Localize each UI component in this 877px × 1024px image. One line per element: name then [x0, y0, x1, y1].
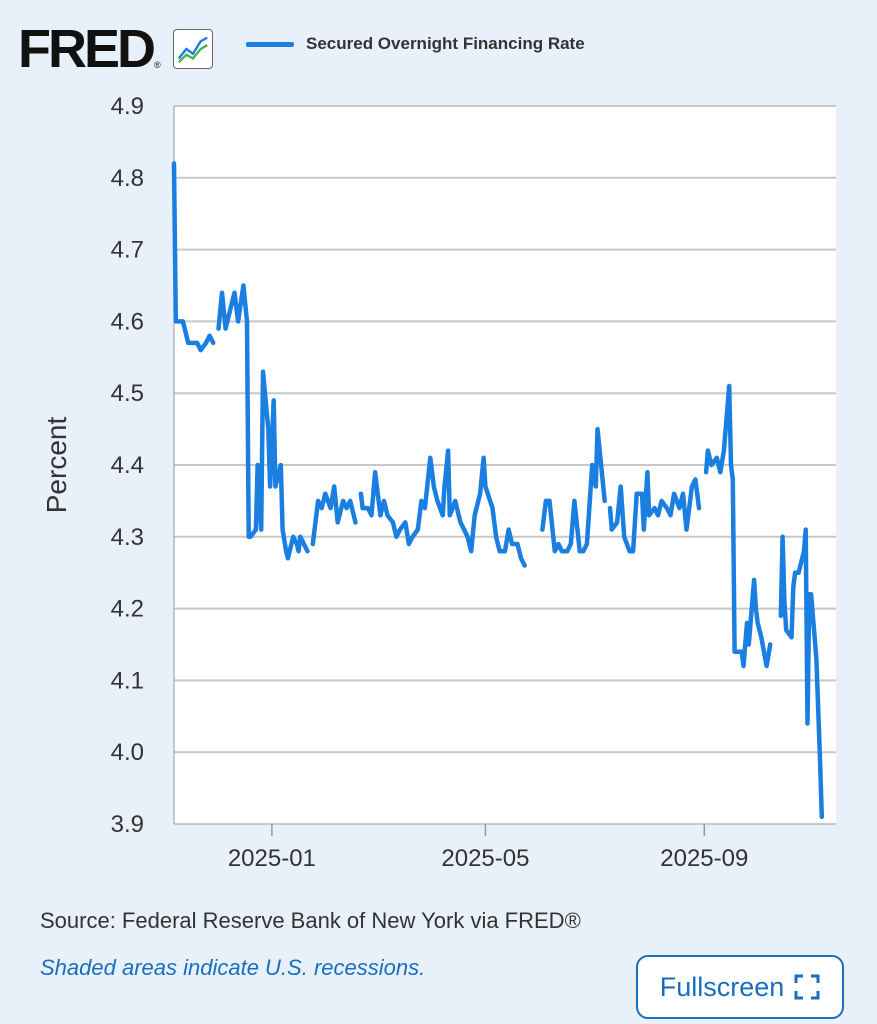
legend-swatch — [246, 41, 294, 47]
series-line-segment-0[interactable] — [171, 161, 216, 353]
y-tick-label: 4.2 — [111, 596, 144, 623]
fred-header: FRED ® — [18, 19, 213, 79]
y-axis: 4.9 4.8 4.7 4.6 4.5 4.4 4.3 4.2 4.1 4.0 3.9 — [111, 93, 144, 838]
recession-note: Shaded areas indicate U.S. recessions. — [40, 955, 426, 980]
y-axis-title: Percent — [41, 417, 72, 514]
series-line-segment-3[interactable] — [358, 448, 527, 568]
y-tick-label: 3.9 — [111, 811, 144, 838]
x-tick-label: 2025-09 — [660, 845, 748, 872]
series-line-segment-1[interactable] — [216, 283, 310, 561]
y-tick-label: 4.1 — [111, 667, 144, 694]
line-graph-icon[interactable] — [172, 29, 213, 69]
fullscreen-icon — [794, 974, 820, 1000]
series-line-segment-4[interactable] — [540, 426, 607, 554]
fullscreen-button[interactable]: Fullscreen — [636, 955, 844, 1019]
y-tick-label: 4.4 — [111, 452, 144, 479]
y-tick-label: 4.3 — [111, 524, 144, 551]
series-secured-overnight-financing-rate — [171, 161, 825, 820]
series-line-segment-6[interactable] — [703, 383, 773, 669]
legend-label: Secured Overnight Financing Rate — [306, 34, 585, 53]
y-tick-label: 4.0 — [111, 739, 144, 766]
y-tick-label: 4.7 — [111, 237, 144, 264]
x-axis: 2025-01 2025-05 2025-09 — [228, 824, 748, 872]
y-tick-label: 4.9 — [111, 93, 144, 120]
fullscreen-label: Fullscreen — [659, 971, 785, 1002]
source-note: Source: Federal Reserve Bank of New York… — [40, 908, 581, 933]
chart-legend: Secured Overnight Financing Rate — [246, 34, 585, 54]
x-tick-label: 2025-01 — [228, 845, 316, 872]
series-line-segment-2[interactable] — [310, 484, 358, 547]
fred-registered-mark: ® — [154, 60, 161, 70]
series-line-segment-7[interactable] — [778, 527, 825, 820]
y-tick-label: 4.8 — [111, 165, 144, 192]
series-line-segment-5[interactable] — [607, 469, 702, 554]
y-tick-label: 4.6 — [111, 308, 144, 335]
grid-lines — [174, 105, 836, 825]
y-tick-label: 4.5 — [111, 380, 144, 407]
x-tick-label: 2025-05 — [441, 845, 529, 872]
line-chart[interactable]: 4.9 4.8 4.7 4.6 4.5 4.4 4.3 4.2 4.1 4.0 3.9 2025-0… — [0, 0, 877, 900]
fred-logo[interactable]: FRED — [18, 19, 156, 79]
